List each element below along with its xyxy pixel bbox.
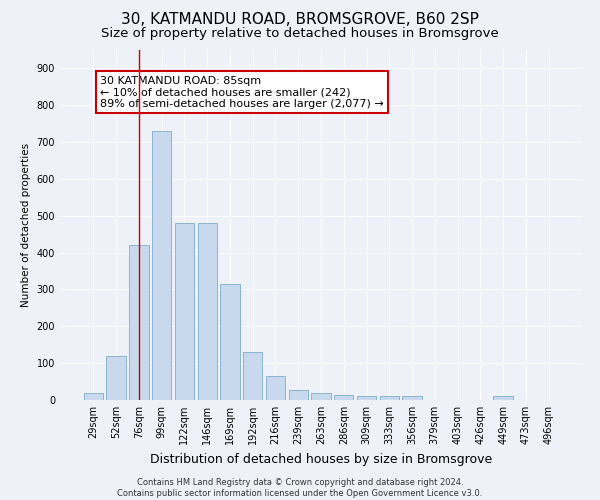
Text: 30 KATMANDU ROAD: 85sqm
← 10% of detached houses are smaller (242)
89% of semi-d: 30 KATMANDU ROAD: 85sqm ← 10% of detache… — [100, 76, 384, 109]
Bar — [289, 390, 308, 400]
Bar — [197, 223, 217, 400]
Bar — [220, 284, 239, 400]
Text: Contains HM Land Registry data © Crown copyright and database right 2024.
Contai: Contains HM Land Registry data © Crown c… — [118, 478, 482, 498]
Bar — [175, 223, 194, 400]
Bar — [357, 396, 376, 400]
Text: Size of property relative to detached houses in Bromsgrove: Size of property relative to detached ho… — [101, 28, 499, 40]
Bar — [380, 396, 399, 400]
Text: 30, KATMANDU ROAD, BROMSGROVE, B60 2SP: 30, KATMANDU ROAD, BROMSGROVE, B60 2SP — [121, 12, 479, 28]
Bar — [334, 395, 353, 400]
Bar — [129, 246, 149, 400]
X-axis label: Distribution of detached houses by size in Bromsgrove: Distribution of detached houses by size … — [150, 452, 492, 466]
Bar — [403, 396, 422, 400]
Bar — [84, 392, 103, 400]
Bar — [493, 396, 513, 400]
Bar — [106, 356, 126, 400]
Y-axis label: Number of detached properties: Number of detached properties — [21, 143, 31, 307]
Bar — [266, 376, 285, 400]
Bar — [311, 392, 331, 400]
Bar — [152, 131, 172, 400]
Bar — [243, 352, 262, 400]
